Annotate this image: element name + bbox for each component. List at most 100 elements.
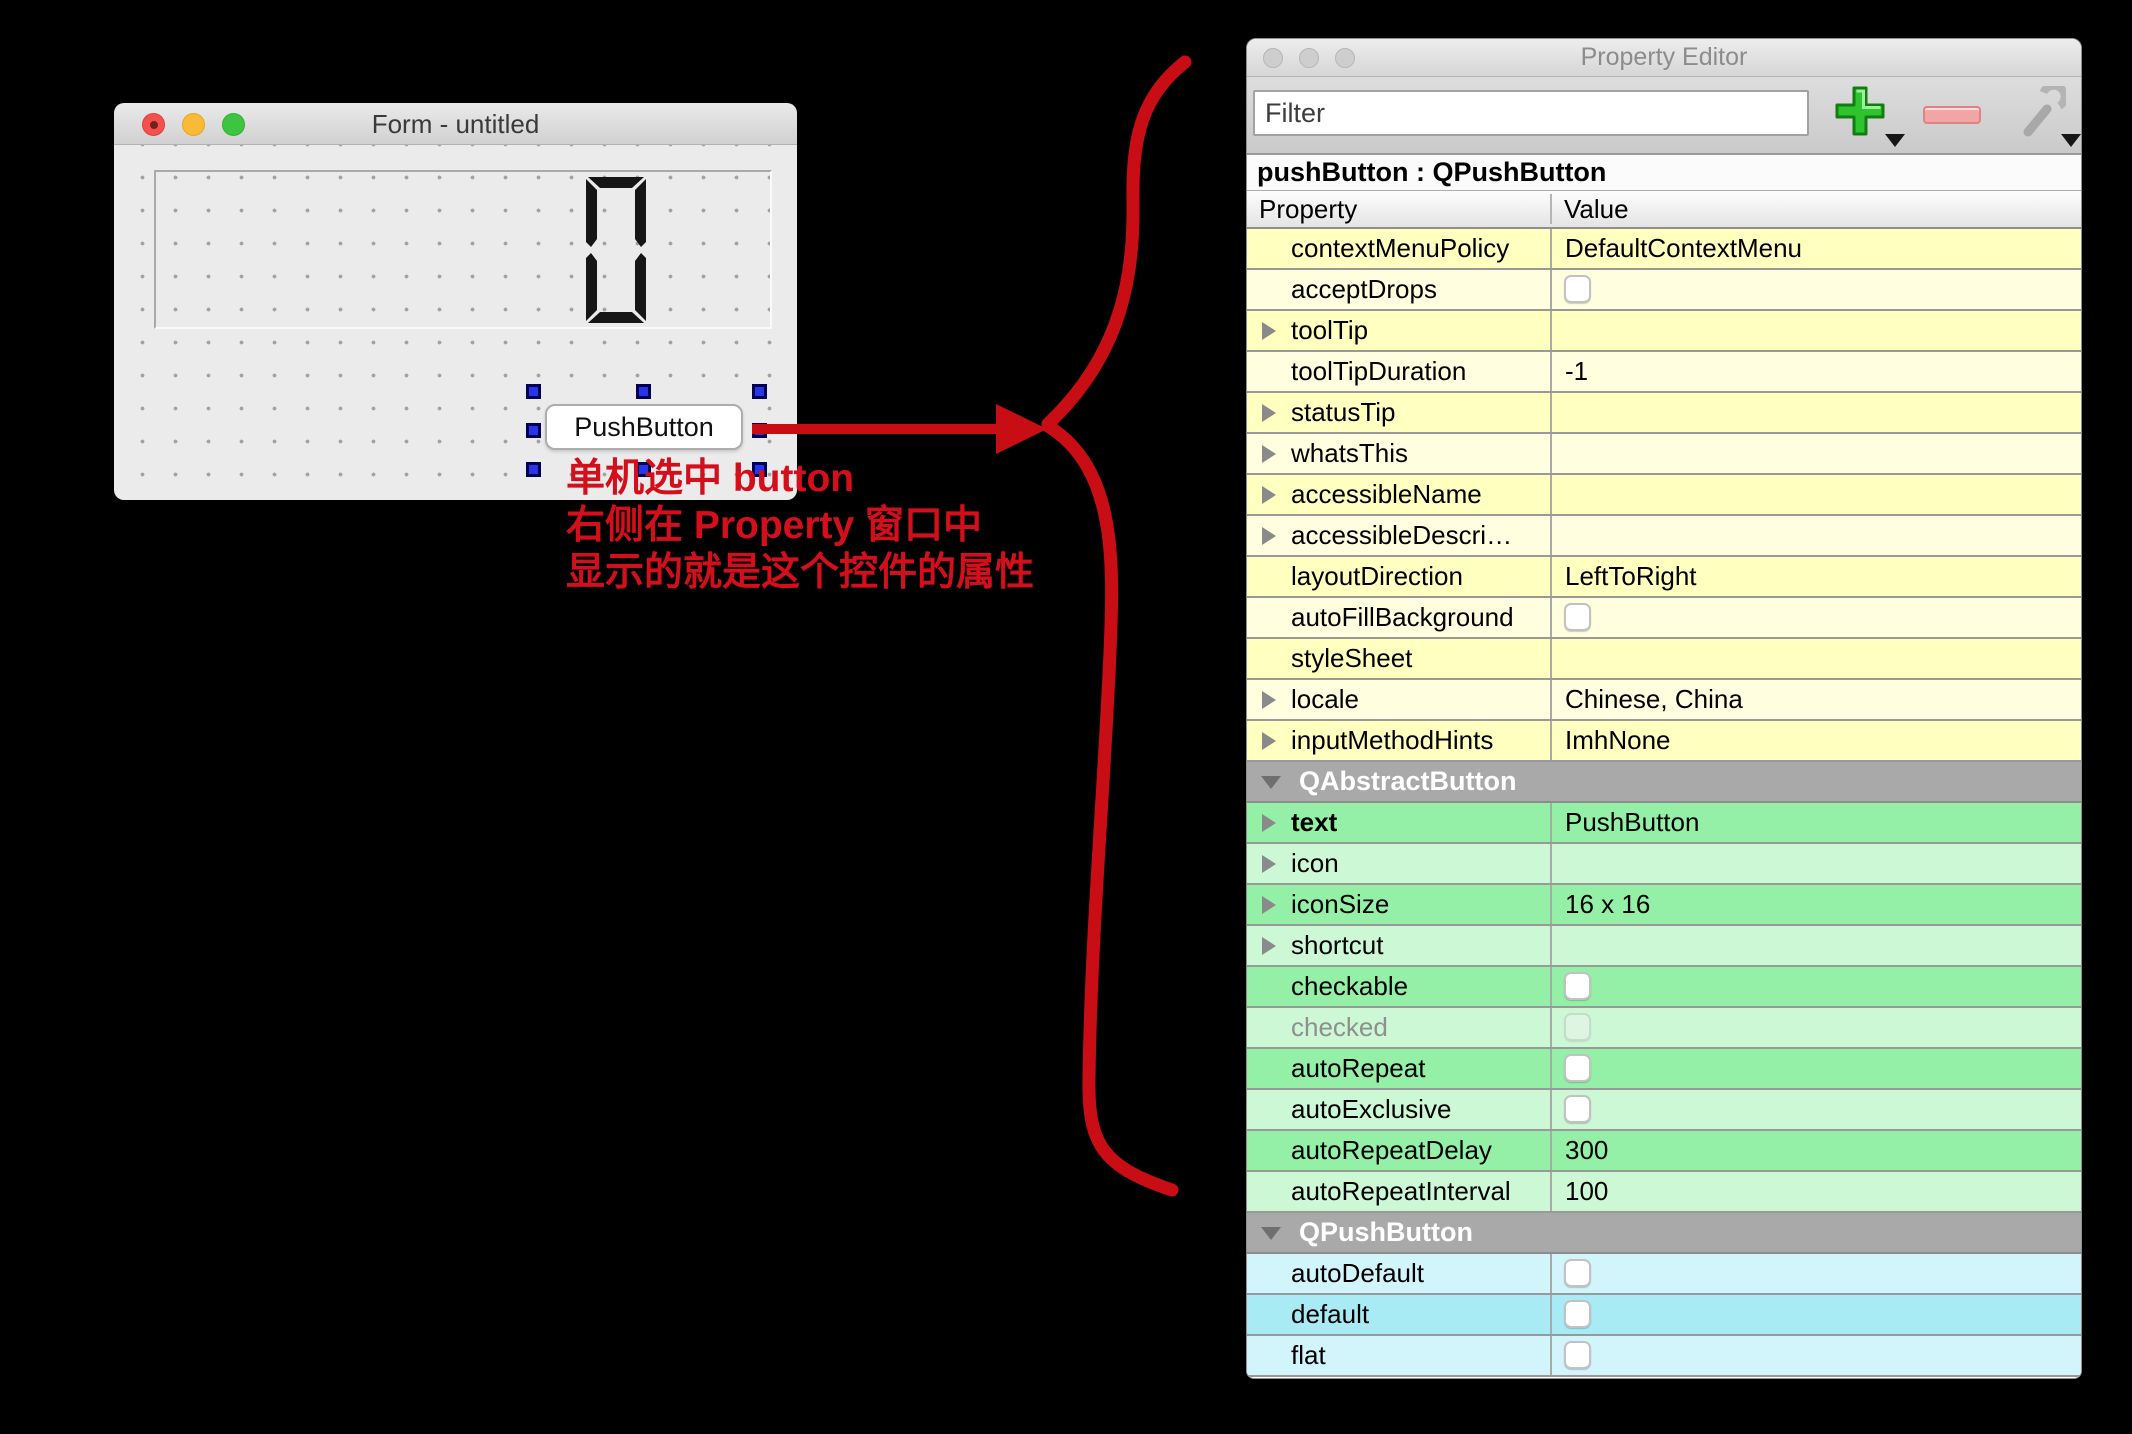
property-value-cell[interactable]: -1: [1550, 352, 2081, 391]
expand-arrow-icon[interactable]: [1262, 896, 1276, 914]
checkbox[interactable]: [1564, 603, 1591, 631]
checkbox[interactable]: [1564, 1341, 1591, 1369]
collapse-arrow-icon[interactable]: [1261, 776, 1281, 789]
minimize-button[interactable]: [1299, 48, 1319, 68]
expand-arrow-icon[interactable]: [1262, 445, 1276, 463]
expand-arrow-icon[interactable]: [1262, 732, 1276, 750]
property-row[interactable]: toolTip: [1247, 311, 2081, 352]
selection-handle-bottom-mid[interactable]: [636, 462, 651, 477]
form-canvas[interactable]: PushButton: [114, 145, 797, 500]
property-value-cell[interactable]: DefaultContextMenu: [1550, 229, 2081, 268]
expand-arrow-icon[interactable]: [1262, 322, 1276, 340]
checkbox[interactable]: [1564, 1095, 1591, 1123]
selection-handle-bottom-left[interactable]: [526, 462, 541, 477]
property-value-cell[interactable]: [1550, 311, 2081, 350]
property-row[interactable]: acceptDrops: [1247, 270, 2081, 311]
property-row[interactable]: flat: [1247, 1336, 2081, 1377]
zoom-button[interactable]: [222, 113, 245, 136]
property-row[interactable]: icon: [1247, 844, 2081, 885]
property-value: PushButton: [1565, 807, 1700, 837]
checkbox[interactable]: [1564, 972, 1591, 1000]
close-button[interactable]: [1263, 48, 1283, 68]
lcd-number-widget[interactable]: [154, 170, 772, 329]
property-row[interactable]: contextMenuPolicy DefaultContextMenu: [1247, 229, 2081, 270]
property-value-cell[interactable]: 100: [1550, 1172, 2081, 1211]
checkbox[interactable]: [1564, 1259, 1591, 1287]
property-value-cell[interactable]: [1550, 1336, 2081, 1375]
configure-button[interactable]: [2016, 81, 2069, 138]
property-value-cell[interactable]: ImhNone: [1550, 721, 2081, 760]
property-value-cell[interactable]: 16 x 16: [1550, 885, 2081, 924]
property-row[interactable]: styleSheet: [1247, 639, 2081, 680]
property-value-cell[interactable]: [1550, 516, 2081, 555]
property-row[interactable]: checkable: [1247, 967, 2081, 1008]
property-value-cell[interactable]: [1550, 639, 2081, 678]
zoom-button[interactable]: [1335, 48, 1355, 68]
property-value-cell[interactable]: LeftToRight: [1550, 557, 2081, 596]
property-value-cell[interactable]: PushButton: [1550, 803, 2081, 842]
add-dynamic-property-button[interactable]: [1835, 85, 1885, 137]
section-header[interactable]: QPushButton: [1247, 1213, 2081, 1254]
expand-arrow-icon[interactable]: [1262, 527, 1276, 545]
expand-arrow-icon[interactable]: [1262, 855, 1276, 873]
expand-arrow-icon[interactable]: [1262, 937, 1276, 955]
property-value-cell[interactable]: [1550, 1254, 2081, 1293]
property-value-cell[interactable]: [1550, 598, 2081, 637]
property-row[interactable]: default: [1247, 1295, 2081, 1336]
filter-input[interactable]: [1253, 90, 1809, 136]
property-row[interactable]: inputMethodHints ImhNone: [1247, 721, 2081, 762]
property-row[interactable]: autoRepeatInterval 100: [1247, 1172, 2081, 1213]
add-dropdown-arrow-icon[interactable]: [1885, 134, 1905, 147]
checkbox[interactable]: [1564, 1300, 1591, 1328]
minimize-button[interactable]: [182, 113, 205, 136]
property-row[interactable]: checked: [1247, 1008, 2081, 1049]
configure-dropdown-arrow-icon[interactable]: [2061, 134, 2081, 147]
expand-arrow-icon[interactable]: [1262, 486, 1276, 504]
property-row[interactable]: autoFillBackground: [1247, 598, 2081, 639]
close-button[interactable]: [142, 113, 165, 136]
property-value-cell[interactable]: [1550, 844, 2081, 883]
property-row[interactable]: autoExclusive: [1247, 1090, 2081, 1131]
property-value-cell[interactable]: Chinese, China: [1550, 680, 2081, 719]
expand-arrow-icon[interactable]: [1262, 691, 1276, 709]
selection-handle-bottom-right[interactable]: [752, 462, 767, 477]
property-value-cell[interactable]: [1550, 434, 2081, 473]
pushbutton-widget[interactable]: PushButton: [545, 404, 743, 450]
selection-handle-top-mid[interactable]: [636, 384, 651, 399]
property-value-cell[interactable]: [1550, 1295, 2081, 1334]
selection-handle-mid-left[interactable]: [526, 423, 541, 438]
checkbox[interactable]: [1564, 275, 1591, 303]
property-value-cell[interactable]: 300: [1550, 1131, 2081, 1170]
collapse-arrow-icon[interactable]: [1261, 1227, 1281, 1240]
selection-handle-top-right[interactable]: [752, 384, 767, 399]
checkbox[interactable]: [1564, 1054, 1591, 1082]
property-row[interactable]: toolTipDuration -1: [1247, 352, 2081, 393]
property-row[interactable]: accessibleName: [1247, 475, 2081, 516]
property-row[interactable]: text PushButton: [1247, 803, 2081, 844]
property-row[interactable]: shortcut: [1247, 926, 2081, 967]
property-row[interactable]: autoDefault: [1247, 1254, 2081, 1295]
property-value-cell[interactable]: [1550, 967, 2081, 1006]
property-row[interactable]: statusTip: [1247, 393, 2081, 434]
property-value-cell[interactable]: [1550, 270, 2081, 309]
selection-handle-mid-right[interactable]: [752, 423, 767, 438]
property-value-cell[interactable]: [1550, 393, 2081, 432]
property-row[interactable]: whatsThis: [1247, 434, 2081, 475]
remove-dynamic-property-button[interactable]: [1923, 106, 1981, 124]
expand-arrow-icon[interactable]: [1262, 404, 1276, 422]
section-header[interactable]: QAbstractButton: [1247, 762, 2081, 803]
property-row[interactable]: autoRepeat: [1247, 1049, 2081, 1090]
property-value-cell[interactable]: [1550, 475, 2081, 514]
property-row[interactable]: autoRepeatDelay 300: [1247, 1131, 2081, 1172]
property-value-cell[interactable]: [1550, 1008, 2081, 1047]
property-row[interactable]: accessibleDescri…: [1247, 516, 2081, 557]
property-value-cell[interactable]: [1550, 1090, 2081, 1129]
property-row[interactable]: iconSize 16 x 16: [1247, 885, 2081, 926]
property-row[interactable]: locale Chinese, China: [1247, 680, 2081, 721]
property-value: Chinese, China: [1565, 684, 1743, 714]
property-row[interactable]: layoutDirection LeftToRight: [1247, 557, 2081, 598]
expand-arrow-icon[interactable]: [1262, 814, 1276, 832]
property-value-cell[interactable]: [1550, 1049, 2081, 1088]
property-value-cell[interactable]: [1550, 926, 2081, 965]
selection-handle-top-left[interactable]: [526, 384, 541, 399]
